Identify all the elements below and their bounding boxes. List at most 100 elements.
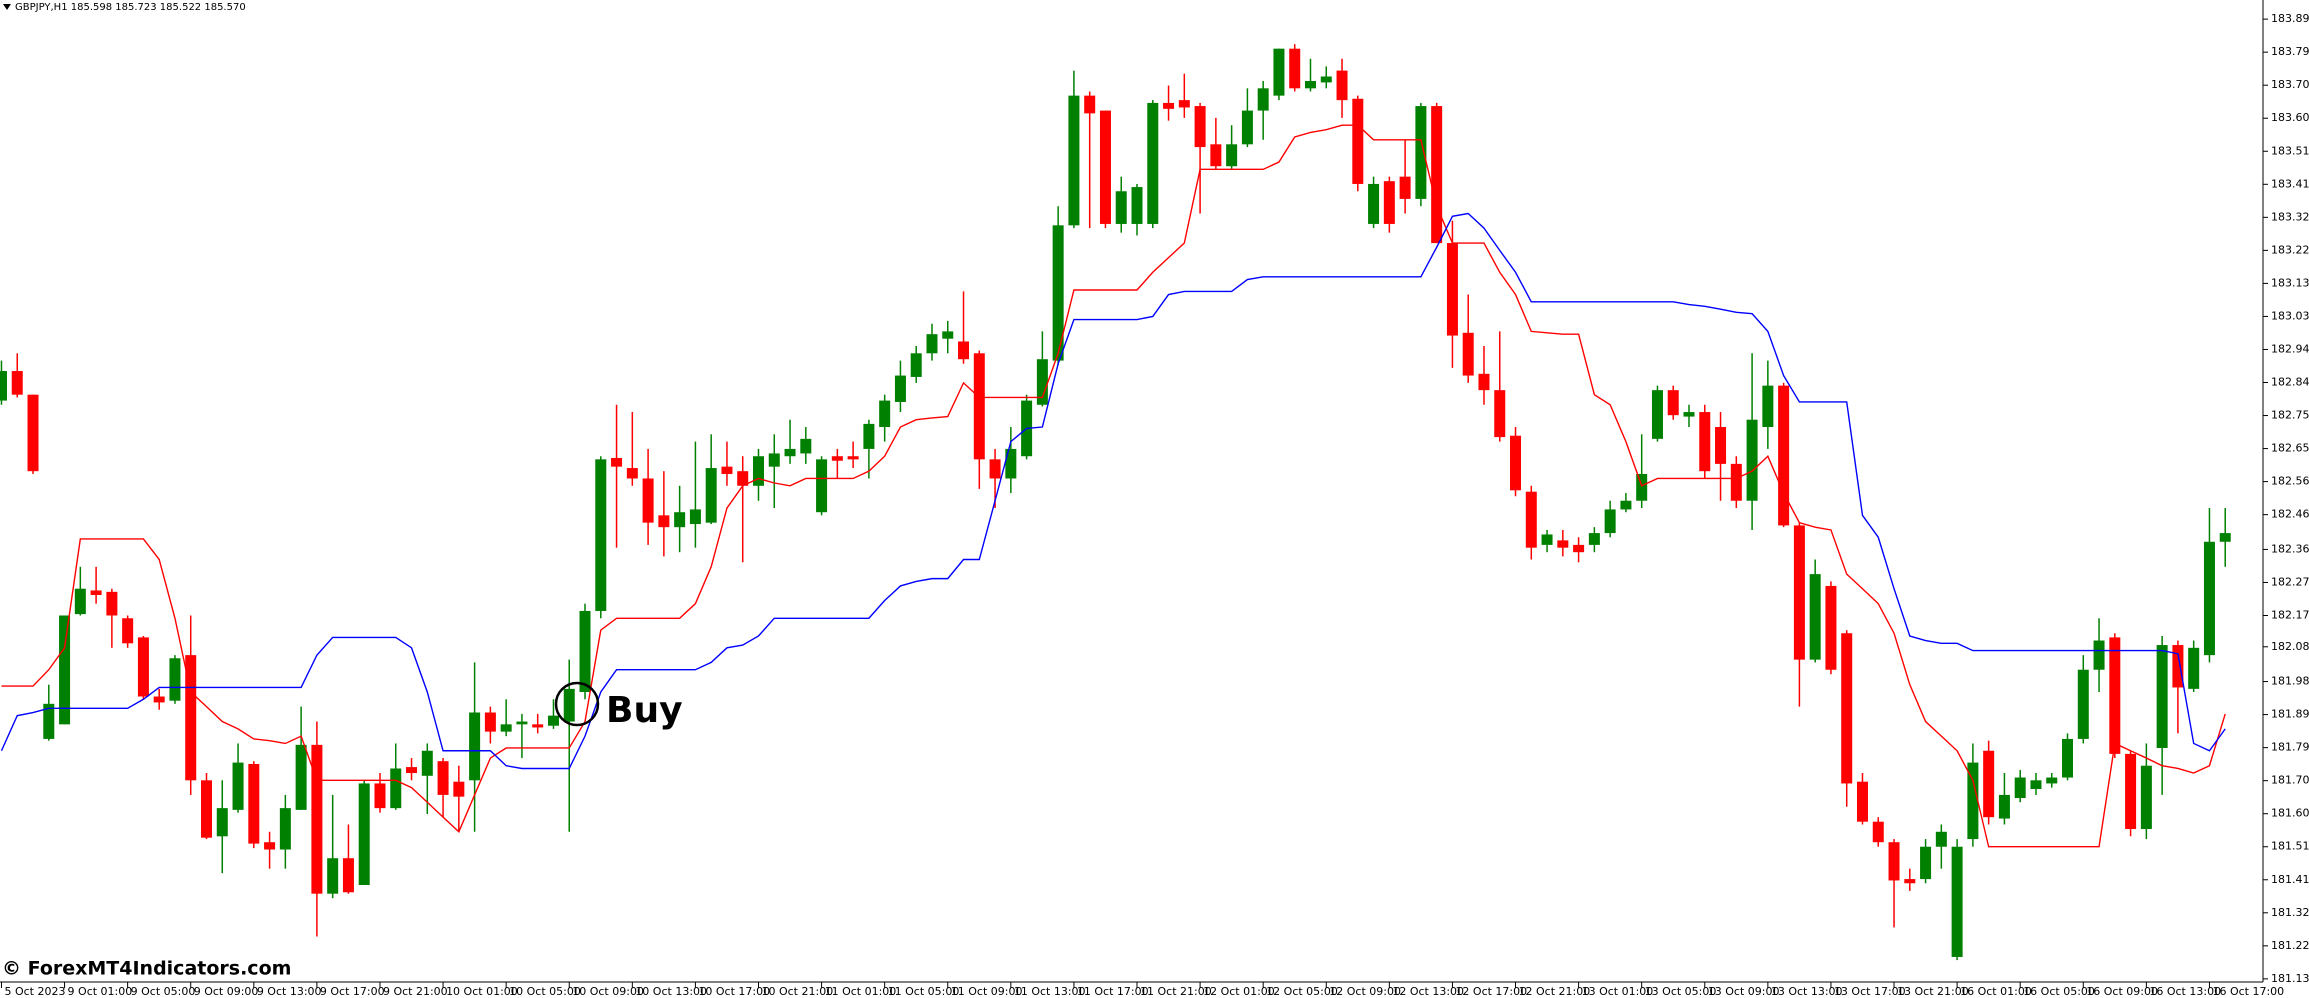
candle-body — [2140, 765, 2152, 829]
candle-body — [879, 400, 891, 428]
candle-body — [1462, 332, 1474, 376]
candle-body — [752, 456, 764, 486]
candle-body — [563, 688, 575, 722]
candle-body — [642, 478, 654, 523]
candle-body — [1998, 794, 2010, 819]
x-tick-label: 13 Oct 01:00 — [1582, 985, 1654, 998]
buy-circle — [554, 681, 600, 727]
candle-body — [1935, 831, 1947, 847]
x-tick-label: 16 Oct 17:00 — [2212, 985, 2284, 998]
candle-body — [1273, 48, 1285, 96]
x-tick-label: 16 Oct 09:00 — [2086, 985, 2158, 998]
candle-body — [2030, 780, 2042, 790]
x-tick-label: 11 Oct 05:00 — [888, 985, 960, 998]
candle-body — [185, 655, 197, 781]
candle-body — [1115, 191, 1127, 224]
candle-body — [1746, 419, 1758, 501]
y-tick-label: 182.655 — [2271, 442, 2309, 455]
x-tick-label: 12 Oct 05:00 — [1266, 985, 1338, 998]
candle-body — [232, 762, 244, 810]
buy-annotation: Buy — [606, 690, 683, 731]
candle-body — [737, 471, 749, 486]
x-tick-label: 9 Oct 05:00 — [131, 985, 196, 998]
x-tick-label: 11 Oct 21:00 — [1140, 985, 1212, 998]
x-tick-label: 11 Oct 09:00 — [951, 985, 1023, 998]
candle-body — [847, 456, 859, 460]
candle-body — [1557, 540, 1569, 548]
x-tick-label: 13 Oct 13:00 — [1771, 985, 1843, 998]
candle-body — [547, 715, 559, 726]
candle-body — [0, 371, 7, 401]
candle-body — [579, 610, 591, 692]
y-tick-label: 183.035 — [2271, 309, 2309, 322]
candle-body — [1620, 500, 1632, 510]
candle-body — [1604, 509, 1616, 534]
candle-body — [1352, 98, 1364, 184]
candle-body — [1099, 110, 1111, 224]
y-tick-label: 181.985 — [2271, 675, 2309, 688]
candle-body — [1510, 435, 1522, 491]
candle-body — [658, 515, 670, 528]
y-tick-label: 181.605 — [2271, 807, 2309, 820]
candle-body — [374, 783, 386, 809]
x-tick-label: 9 Oct 13:00 — [257, 985, 322, 998]
candle-body — [11, 371, 23, 395]
candle-body — [926, 334, 938, 354]
candle-body — [816, 459, 828, 513]
candle-body — [169, 658, 181, 701]
candle-body — [784, 448, 796, 457]
y-tick-label: 183.605 — [2271, 111, 2309, 124]
candle-body — [958, 341, 970, 360]
candle-body — [1683, 412, 1695, 417]
y-tick-label: 183.890 — [2271, 12, 2309, 25]
candle-body — [1005, 448, 1017, 479]
candle-body — [2109, 637, 2121, 754]
indicator-line — [0, 212, 2226, 770]
candle-body — [453, 781, 465, 797]
y-tick-label: 182.465 — [2271, 508, 2309, 521]
candle-body — [1793, 525, 1805, 660]
y-tick-label: 182.365 — [2271, 542, 2309, 555]
y-tick-label: 181.795 — [2271, 741, 2309, 754]
candle-body — [2219, 533, 2231, 542]
candle-body — [1636, 473, 1648, 501]
x-tick-label: 10 Oct 17:00 — [698, 985, 770, 998]
candle-body — [1667, 390, 1679, 416]
candle-body — [295, 744, 307, 810]
y-tick-label: 182.270 — [2271, 575, 2309, 588]
candle-body — [279, 808, 291, 850]
candle-body — [2046, 777, 2058, 784]
x-tick-label: 13 Oct 09:00 — [1708, 985, 1780, 998]
candle-body — [500, 724, 512, 732]
candle-body — [469, 712, 481, 781]
y-tick-label: 181.510 — [2271, 840, 2309, 853]
x-tick-label: 5 Oct 2023 — [4, 985, 65, 998]
candle-body — [1478, 373, 1490, 391]
candle-body — [2062, 738, 2074, 778]
candle-body — [831, 456, 843, 461]
x-tick-label: 10 Oct 21:00 — [761, 985, 833, 998]
y-tick-label: 181.320 — [2271, 906, 2309, 919]
y-tick-label: 182.175 — [2271, 608, 2309, 621]
y-tick-label: 183.130 — [2271, 276, 2309, 289]
candle-body — [1872, 821, 1884, 843]
candle-body — [153, 696, 165, 703]
candle-body — [264, 842, 276, 850]
candle-body — [2125, 753, 2137, 829]
candle-body — [406, 767, 418, 774]
x-tick-label: 10 Oct 01:00 — [446, 985, 518, 998]
candle-body — [2203, 541, 2215, 656]
candle-body — [989, 459, 1001, 479]
y-tick-label: 181.890 — [2271, 708, 2309, 721]
x-tick-label: 13 Oct 21:00 — [1897, 985, 1969, 998]
candle-body — [1147, 102, 1159, 224]
candle-body — [74, 588, 86, 615]
candle-body — [910, 353, 922, 377]
x-tick-label: 12 Oct 01:00 — [1203, 985, 1275, 998]
candle-body — [2172, 645, 2184, 688]
candle-body — [1210, 144, 1222, 167]
candle-body — [1778, 385, 1790, 526]
candle-body — [248, 763, 260, 844]
x-tick-label: 10 Oct 05:00 — [509, 985, 581, 998]
